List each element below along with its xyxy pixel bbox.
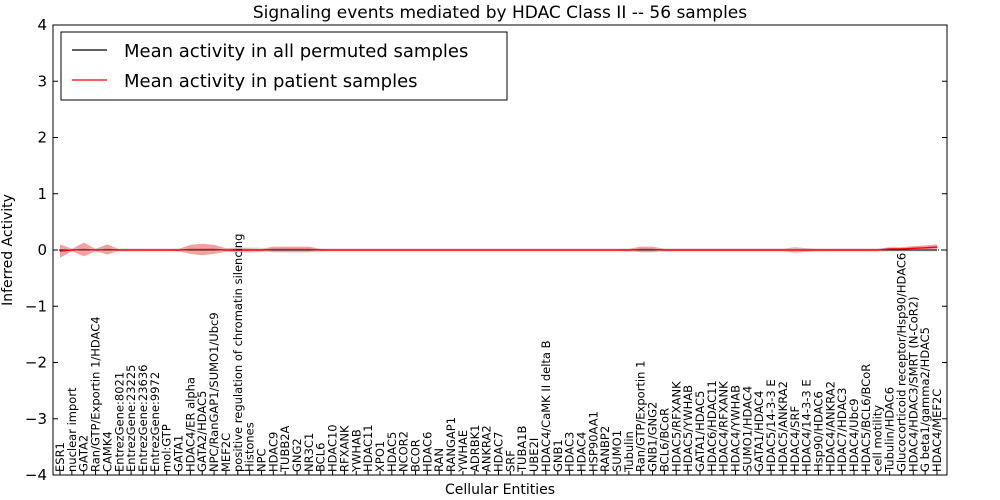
chart-title: Signaling events mediated by HDAC Class … [253, 3, 747, 23]
entity-label: EntrezGene:23636 [136, 365, 150, 472]
entity-label: GNB1/GNG2 [646, 402, 660, 472]
entity-label: BCL6/BCoR [657, 408, 671, 472]
y-axis-title: Inferred Activity [0, 194, 16, 306]
entity-label: RANGAP1 [444, 417, 458, 472]
entity-label: HDAC4/14-3-3 E [800, 379, 814, 472]
plot-frame [52, 24, 948, 476]
entity-label: HDAC4/HDAC3/SMRT (N-CoR2) [906, 296, 920, 472]
entity-label: TUBB2A [278, 425, 292, 473]
entity-label: GATA1/HDAC4 [752, 391, 766, 472]
entity-label: nuclear import [65, 387, 79, 472]
entity-label: NR3C1 [302, 433, 316, 472]
entity-label: HDAC4/Ubc9 [847, 398, 861, 472]
entity-label: NCOR2 [397, 431, 411, 472]
entity-label: YWHAE [456, 430, 470, 473]
entity-label: EntrezGene:9972 [148, 372, 162, 472]
entity-label: HSP90AA1 [586, 411, 600, 472]
y-tick-label: 4 [37, 16, 47, 34]
entity-label: SRF [503, 450, 517, 472]
entity-label: HDAC7/HDAC3 [835, 388, 849, 473]
y-tick-label: −3 [25, 410, 47, 428]
entity-label: Histones [243, 422, 257, 472]
entity-label: Tubulin/HDAC6 [883, 387, 897, 473]
entity-label: RAN [432, 448, 446, 472]
entity-label: NPC [255, 448, 269, 472]
entity-label: HDAC5/14-3-3 E [764, 379, 778, 472]
entity-label: HDAC4/CaMK II delta B [539, 340, 553, 472]
entity-label: RFXANK [337, 425, 351, 472]
entity-label: HDAC5/RFXANK [669, 381, 683, 472]
entity-label: HDAC11 [361, 424, 375, 472]
entity-label: HDAC5/BCL6/BCoR [859, 364, 873, 472]
entity-label: GATA1/HDAC5 [693, 391, 707, 472]
y-tick-label: 3 [37, 72, 47, 90]
entity-label: GNB1 [551, 439, 565, 472]
entity-label: positive regulation of chromatin silenci… [231, 234, 245, 472]
entity-label: HDAC3 [563, 432, 577, 472]
entity-label: HDAC10 [326, 424, 340, 472]
entity-label: HDAC7 [492, 432, 506, 472]
entity-label: Glucocorticoid receptor/Hsp90/HDAC6 [894, 253, 908, 472]
entity-label: HDAC6 [420, 432, 434, 472]
entity-label: SUMO1 [610, 430, 624, 472]
entity-label: CAMK4 [100, 431, 114, 472]
patient-mean-line [59, 246, 938, 252]
entity-label: HDAC4/SRF [788, 406, 802, 472]
entity-label: ANKRA2 [480, 425, 494, 472]
entity-label: EntrezGene:23225 [124, 365, 138, 472]
entity-label: Ran/GTP/Exportin 1/HDAC4 [89, 316, 103, 472]
entity-label: Ran/GTP/Exportin 1 [634, 361, 648, 472]
entity-label: UBE2I [527, 438, 541, 472]
entity-label: XPO1 [373, 441, 387, 472]
entity-label: mol:GTP [160, 424, 174, 472]
x-axis-title: Cellular Entities [445, 482, 555, 498]
entity-label: HDAC4/RFXANK [717, 381, 731, 472]
entity-label: GNG2 [290, 438, 304, 472]
legend: Mean activity in all permuted samples Me… [60, 31, 508, 101]
entity-label: HDAC4 [575, 432, 589, 472]
entity-label: HDAC5 [385, 432, 399, 472]
entity-label: TUBA1B [515, 425, 529, 473]
entity-label: SUMO1/HDAC4 [740, 386, 754, 472]
legend-box [60, 31, 508, 101]
entity-label: Hsp90/HDAC6 [812, 391, 826, 472]
entity-label: GATA2/HDAC5 [195, 391, 209, 472]
entity-label: HDAC4/MEF2C [930, 389, 944, 472]
entity-label: HDAC6/HDAC11 [705, 380, 719, 472]
entity-label: ESR1 [53, 442, 67, 472]
entity-label: HDAC4/ER alpha [183, 377, 197, 472]
entity-label: MEF2C [219, 433, 233, 472]
entity-label: EntrezGene:8021 [112, 372, 126, 472]
entity-label: GATA1 [172, 435, 186, 472]
entity-label: cell motility [871, 405, 885, 472]
y-tick-label: −1 [25, 297, 47, 315]
entity-label: GATA2 [77, 435, 91, 472]
y-tick-label: 2 [37, 129, 47, 147]
entity-label: RANBP2 [598, 426, 612, 472]
entity-label: HDAC5/ANKRA2 [776, 381, 790, 472]
entity-label: ADRBK1 [468, 425, 482, 472]
entity-label: HDAC4/ANKRA2 [823, 381, 837, 472]
y-tick-label: 1 [37, 185, 47, 203]
entity-label: G beta1/gamma2/HDAC5 [918, 327, 932, 472]
legend-label-patient: Mean activity in patient samples [124, 71, 418, 92]
y-tick-label: −2 [25, 354, 47, 372]
entity-label: HDAC5/YWHAB [681, 385, 695, 472]
y-tick-label: 0 [37, 241, 47, 259]
entity-label: YWHAB [349, 429, 363, 473]
entity-label: BCOR [409, 439, 423, 472]
entity-label: BCL6 [314, 443, 328, 472]
series-lines [53, 246, 947, 252]
entity-label: HDAC9 [266, 432, 280, 472]
legend-label-permuted: Mean activity in all permuted samples [124, 41, 468, 62]
entity-label: Tubulin [622, 431, 636, 473]
y-tick-label: −4 [25, 466, 47, 484]
entity-label: HDAC4/YWHAB [729, 385, 743, 472]
y-axis: 4 3 2 1 0 −1 −2 −3 −4 [25, 16, 947, 484]
entity-label: NPC/RanGAP1/SUMO1/Ubc9 [207, 312, 221, 472]
